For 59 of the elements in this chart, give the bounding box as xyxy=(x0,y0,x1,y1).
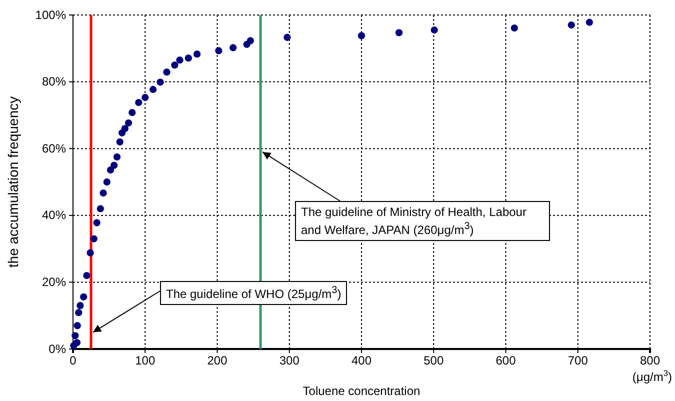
point xyxy=(163,68,170,76)
point xyxy=(430,26,438,34)
x-tick-label: 600 xyxy=(496,354,516,368)
point xyxy=(395,29,403,36)
x-tick-label: 800 xyxy=(640,354,660,368)
point xyxy=(124,119,132,126)
point xyxy=(230,44,237,52)
point xyxy=(72,332,79,340)
x-tick-label: 200 xyxy=(207,354,228,368)
point xyxy=(284,34,291,41)
point xyxy=(246,37,254,44)
ref-line-label: The guideline of WHO (25μg/m$^{3}$) xyxy=(160,281,348,306)
point xyxy=(135,98,142,106)
point xyxy=(156,78,164,86)
point xyxy=(171,62,178,69)
point xyxy=(110,162,118,169)
x-tick-label: 100 xyxy=(135,354,156,368)
x-tick-label: 300 xyxy=(279,354,300,368)
point xyxy=(193,50,201,58)
x-tick-label: 0 xyxy=(70,354,77,368)
point xyxy=(176,56,184,64)
ref-line-label: The guideline of Ministry of Health, Labour and Welfare, JAPAN (260μg/m$^{3}$) xyxy=(295,201,550,242)
point xyxy=(184,54,192,62)
point xyxy=(100,189,107,197)
point xyxy=(90,235,98,242)
point xyxy=(121,125,128,132)
point xyxy=(74,322,81,330)
point xyxy=(215,47,222,54)
y-tick-label: 80% xyxy=(42,74,66,89)
y-tick-label: 60% xyxy=(42,141,66,156)
point xyxy=(568,21,575,29)
text: (μg/m$^{3}$) xyxy=(632,368,672,384)
point xyxy=(358,32,366,40)
point xyxy=(149,86,157,94)
point xyxy=(586,18,593,26)
point xyxy=(83,272,90,280)
point xyxy=(76,302,84,310)
point xyxy=(75,309,82,316)
x-tick-label: 700 xyxy=(568,354,588,368)
y-axis-title: the accumulation frequency xyxy=(5,96,21,268)
point xyxy=(128,108,136,116)
point xyxy=(103,178,110,186)
point xyxy=(73,339,81,346)
point xyxy=(113,153,121,161)
x-tick-label: 500 xyxy=(424,354,444,368)
y-tick-label: 20% xyxy=(42,275,66,290)
y-tick-label: 100% xyxy=(35,8,66,22)
point xyxy=(106,166,114,174)
point xyxy=(86,249,94,256)
point xyxy=(80,293,88,300)
y-tick-label: 40% xyxy=(42,208,66,222)
point xyxy=(93,219,100,226)
point xyxy=(510,24,518,32)
x-tick-label: 400 xyxy=(351,354,372,368)
point xyxy=(96,205,104,212)
y-tick-label: 0% xyxy=(48,342,66,356)
point xyxy=(142,94,149,102)
x-axis-title: Toluene concentration xyxy=(302,384,420,398)
point xyxy=(116,138,124,146)
